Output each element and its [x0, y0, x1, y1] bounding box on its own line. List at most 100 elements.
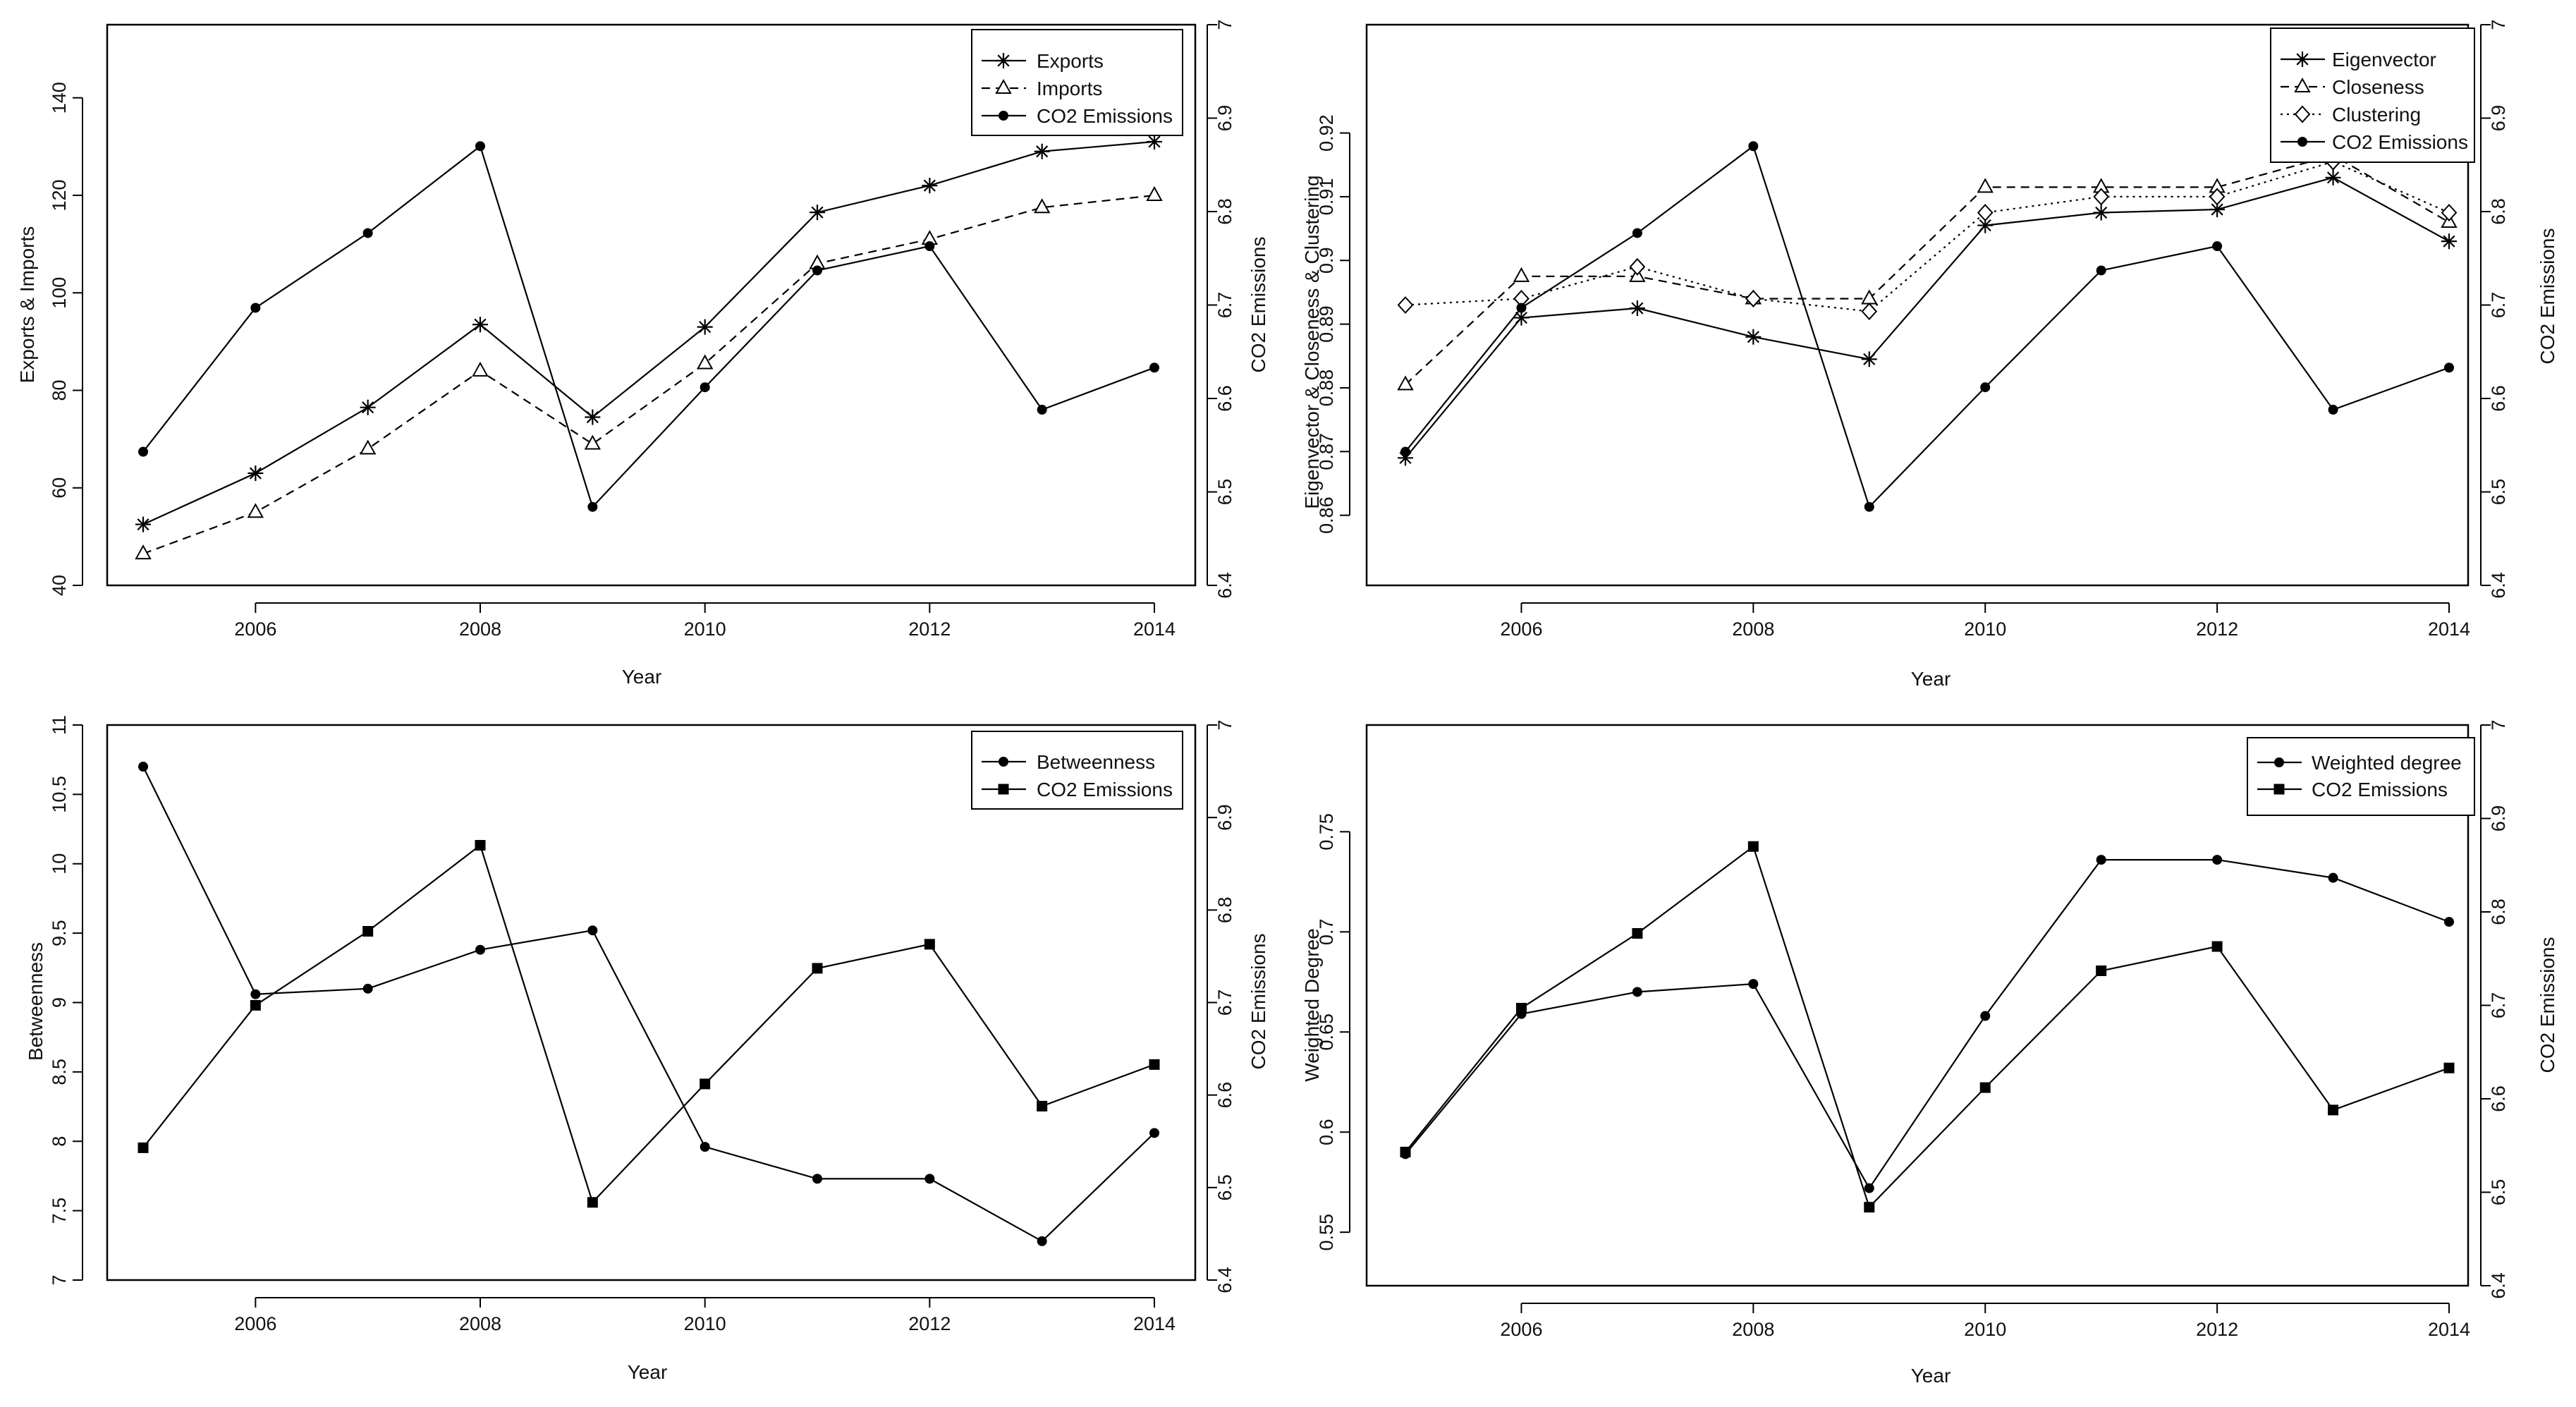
y-tick-label: 0.9: [1316, 247, 1337, 274]
series-line: [1405, 154, 2450, 386]
y-tick-label: 11: [49, 715, 70, 735]
x-tick-label: 2006: [1500, 1319, 1542, 1340]
data-point: [475, 840, 486, 851]
data-point: [1748, 141, 1759, 152]
legend-marker-shape: [2294, 105, 2311, 123]
y-axis-title: Weighted Degree: [1301, 928, 1323, 1081]
y-tick-label: 0.55: [1316, 1214, 1337, 1251]
x-tick-label: 2014: [1133, 619, 1176, 640]
data-point: [1146, 185, 1163, 201]
data-point: [1748, 979, 1759, 989]
plot-content: 2006 2008 2010 2012 20140.860.870.880.890.90…: [1316, 19, 2509, 640]
legend: Weighted degree CO2 Emissions: [2247, 737, 2475, 816]
data-point: [250, 303, 261, 313]
y-tick-label: 7.5: [49, 1198, 70, 1224]
legend-marker-icon: [2297, 137, 2307, 147]
y2-axis-title: CO2 Emissions: [1247, 237, 1269, 373]
y-tick-label: 0.75: [1316, 813, 1337, 851]
data-point: [1864, 1183, 1874, 1193]
data-point: [1033, 198, 1051, 214]
data-point: [2328, 404, 2338, 415]
y2-axis-title: CO2 Emissions: [1247, 934, 1269, 1070]
y2-tick-label: 6.7: [2488, 992, 2509, 1019]
y2-tick-label: 6.9: [2488, 105, 2509, 132]
x-tick-label: 2010: [1964, 1319, 2006, 1340]
series-co2-emissions: [138, 840, 1160, 1208]
data-point: [2441, 204, 2458, 221]
legend-marker-shape: [2294, 77, 2311, 92]
legend-marker-shape: [995, 78, 1012, 94]
legend-label: Clustering: [2332, 104, 2421, 126]
y-tick-label: 0.86: [1316, 497, 1337, 534]
legend-entry-co2-emissions: CO2 Emissions: [982, 105, 1173, 127]
x-axis: 2006 2008 2010 2012 2014: [234, 602, 1176, 640]
data-point: [250, 989, 261, 999]
data-point: [924, 241, 935, 252]
x-tick-label: 2006: [1500, 619, 1542, 640]
legend-label: Weighted degree: [2312, 752, 2462, 774]
legend-entry-exports: Exports: [982, 50, 1104, 72]
data-point: [247, 503, 264, 518]
legend-marker-icon: [2273, 784, 2285, 795]
series-line: [142, 194, 1155, 555]
data-point: [2444, 363, 2454, 373]
data-point: [2096, 965, 2107, 976]
legend-entry-co2-emissions: CO2 Emissions: [982, 779, 1173, 800]
data-point: [2444, 917, 2454, 927]
y2-tick-label: 7: [2488, 19, 2509, 30]
data-point: [138, 762, 148, 772]
data-point: [2093, 205, 2109, 221]
data-point: [1037, 1236, 1047, 1246]
data-point: [138, 1142, 149, 1153]
x-tick-label: 2006: [234, 1313, 276, 1334]
data-point: [1864, 1202, 1875, 1213]
y2-tick-label: 6.9: [2488, 805, 2509, 832]
series-clustering: [1397, 152, 2458, 321]
data-point: [1861, 303, 1878, 321]
y2-tick-label: 6.9: [1214, 105, 1235, 132]
legend-marker-icon: [2294, 105, 2311, 123]
x-axis: 2006 2008 2010 2012 2014: [1500, 1303, 2470, 1340]
legend: Exports Imports CO2 Emissions: [971, 29, 1183, 136]
plot-frame: [1365, 23, 2470, 587]
data-point: [1747, 841, 1759, 852]
y2-tick-label: 7: [2488, 719, 2509, 730]
x-axis-title: Year: [1911, 668, 1951, 690]
y2-tick-label: 6.5: [2488, 479, 2509, 506]
legend-entry-clustering: Clustering: [2281, 104, 2421, 126]
panel-weighted-degree: Year Weighted Degree CO2 Emissions 2006 2…: [1301, 719, 2558, 1387]
y2-tick-label: 6.6: [1214, 385, 1235, 412]
data-point: [1147, 133, 1162, 150]
y2-axis-title: CO2 Emissions: [2537, 229, 2558, 365]
data-point: [1864, 501, 1874, 512]
data-point: [1515, 1002, 1527, 1013]
series-exports: [135, 133, 1162, 532]
x-tick-label: 2010: [684, 1313, 726, 1334]
data-point: [810, 205, 825, 221]
y2-tick-label: 6.6: [2488, 1085, 2509, 1112]
data-point: [2212, 241, 2223, 252]
x-tick-label: 2010: [684, 619, 726, 640]
legend-entry-co2-emissions: CO2 Emissions: [2281, 131, 2468, 153]
data-point: [1516, 303, 1527, 313]
y-tick-label: 9.5: [49, 920, 70, 946]
data-point: [2441, 233, 2457, 250]
data-point: [1629, 300, 1645, 317]
y-axis-title: Eigenvector & Closeness & Clustering: [1301, 175, 1323, 508]
legend-box: [2247, 737, 2475, 816]
legend-marker-icon: [995, 78, 1012, 94]
y2-axis: 6.4 6.5 6.6 6.7 6.8 6.9 7: [2480, 19, 2509, 599]
x-tick-label: 2014: [2428, 1319, 2470, 1340]
legend-label: Closeness: [2332, 76, 2424, 98]
series-co2-emissions: [1400, 141, 2454, 512]
x-tick-label: 2008: [459, 1313, 501, 1334]
y-tick-label: 0.89: [1316, 305, 1337, 343]
data-point: [924, 1174, 935, 1184]
series-line: [142, 145, 1155, 508]
data-point: [248, 465, 264, 481]
y-tick-label: 0.88: [1316, 370, 1337, 407]
legend-marker-shape: [2274, 757, 2284, 767]
legend-entry-closeness: Closeness: [2281, 76, 2424, 98]
legend-marker-icon: [2294, 77, 2311, 92]
legend-entry-weighted-degree: Weighted degree: [2257, 752, 2462, 774]
